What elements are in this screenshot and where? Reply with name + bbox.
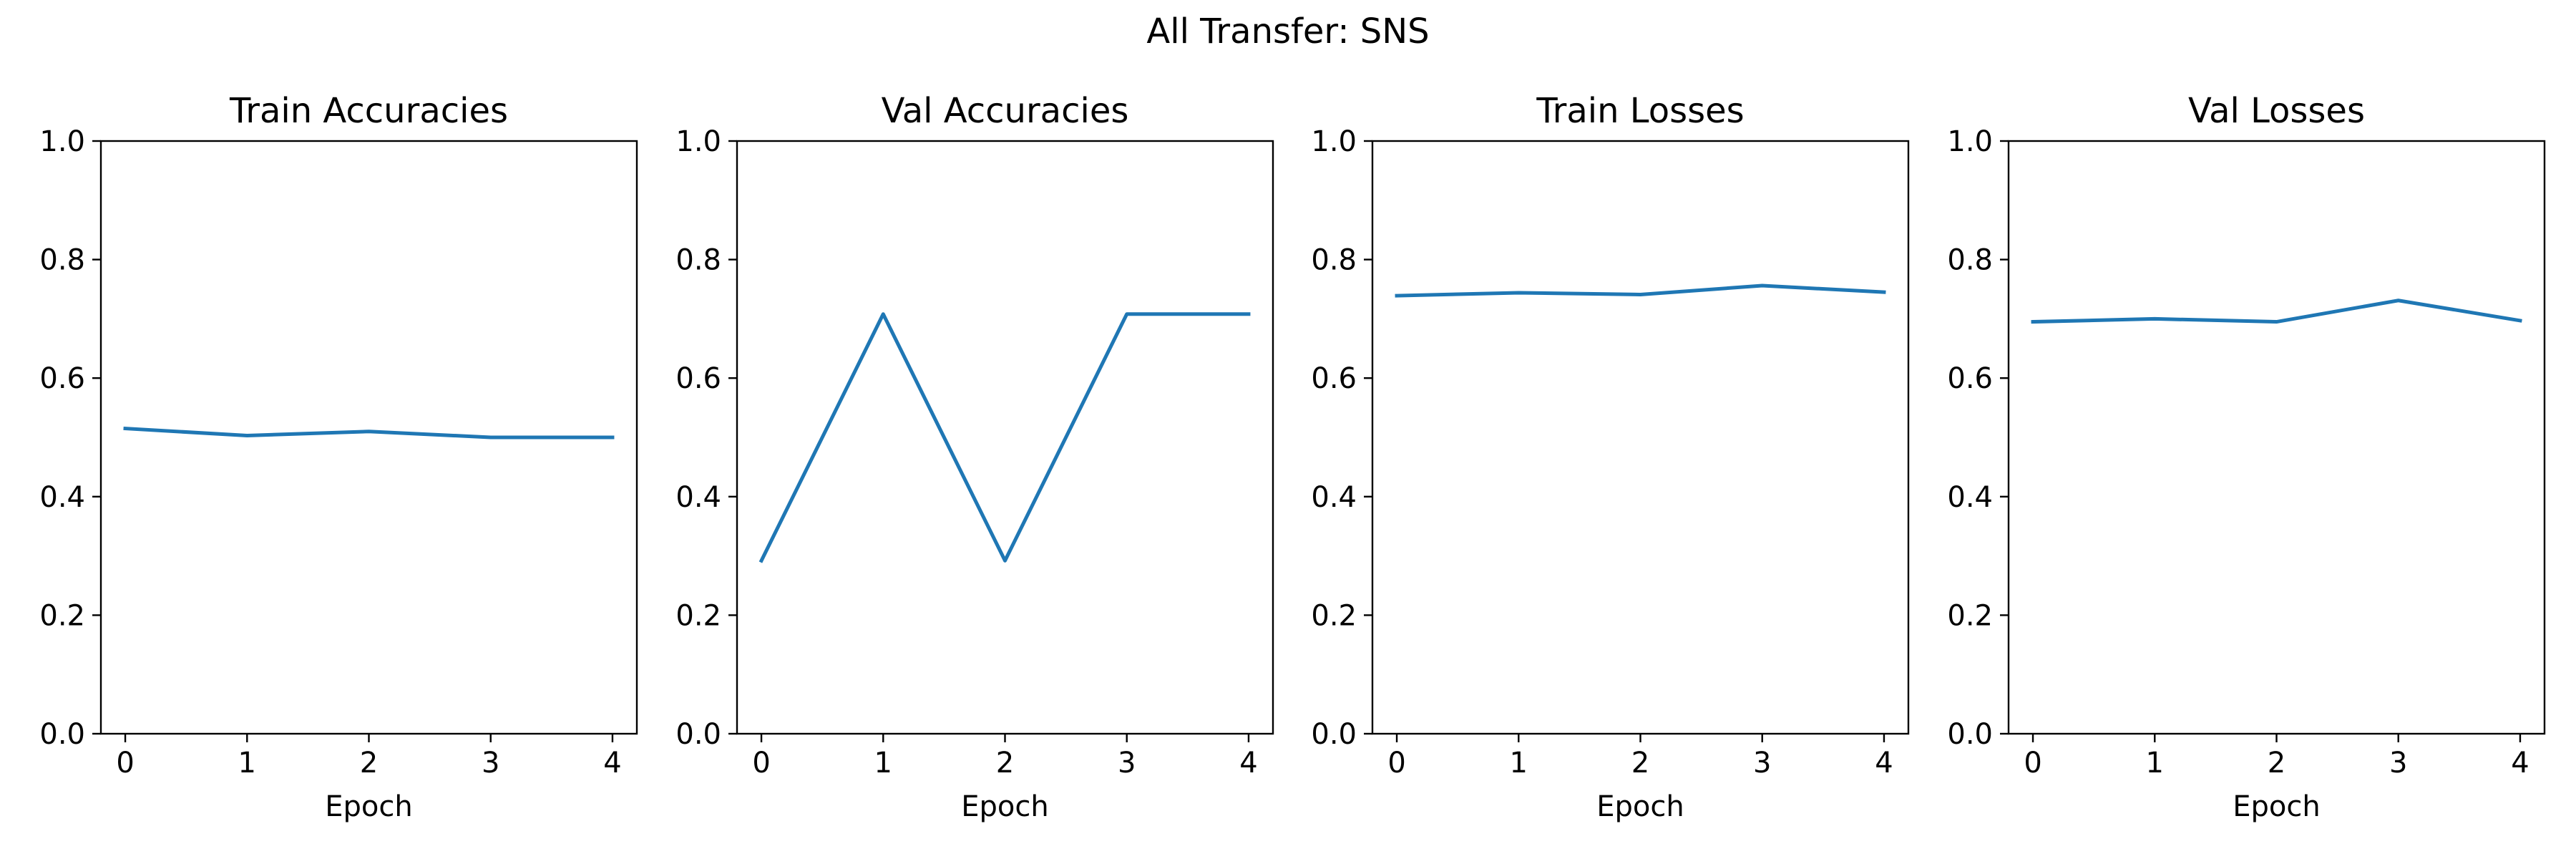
series-line	[123, 426, 615, 440]
y-tick-label: 0.8	[1311, 244, 1357, 277]
x-tick-label: 2	[360, 747, 378, 780]
y-tick-label: 0.0	[1947, 718, 1993, 751]
x-tick-label: 1	[874, 747, 892, 780]
x-tick-label: 2	[1631, 747, 1649, 780]
y-tick-label: 1.0	[1311, 125, 1357, 158]
subplot-2: Val Accuracies 0.0 0.2 0.4 0.6 0.8 1.0 0 1 2 3 4 Epo…	[675, 91, 1274, 823]
x-axis-label: Epoch	[2233, 790, 2320, 823]
x-tick-label: 1	[238, 747, 256, 780]
x-tick-label: 2	[2268, 747, 2285, 780]
y-tick-label: 0.2	[39, 599, 85, 632]
y-tick-label: 0.0	[39, 718, 85, 751]
y-tick-label: 0.6	[675, 362, 721, 395]
x-tick-label: 1	[1510, 747, 1528, 780]
y-tick-label: 0.0	[675, 718, 721, 751]
series-line	[1395, 283, 1886, 298]
x-tick-label: 4	[2511, 747, 2529, 780]
x-tick-label: 4	[1875, 747, 1893, 780]
subplot-title: Train Losses	[1536, 91, 1744, 131]
axes-frame	[1371, 140, 1910, 735]
series-line	[758, 312, 1251, 563]
y-tick-label: 1.0	[675, 125, 721, 158]
subplot-3: Train Losses 0.0 0.2 0.4 0.6 0.8 1.0 0 1 2 3 4 Epoch	[1311, 91, 1910, 823]
axes-frame	[2007, 140, 2546, 735]
x-tick-label: 0	[1387, 747, 1405, 780]
subplot-title: Train Accuracies	[229, 91, 508, 131]
x-axis-label: Epoch	[325, 790, 412, 823]
y-tick-label: 0.4	[1947, 481, 1993, 514]
x-tick-label: 2	[996, 747, 1014, 780]
x-axis-label: Epoch	[1596, 790, 1684, 823]
y-tick-label: 0.6	[1947, 362, 1993, 395]
y-tick-label: 0.0	[1311, 718, 1357, 751]
y-tick-label: 0.8	[39, 244, 85, 277]
y-tick-label: 0.6	[39, 362, 85, 395]
subplot-1: Train Accuracies 0.0 0.2 0.4 0.6 0.8 1.0 0 1 2 3 4 E…	[39, 91, 638, 823]
figure-title: All Transfer: SNS	[1146, 11, 1429, 52]
x-tick-label: 0	[752, 747, 770, 780]
subplot-4: Val Losses 0.0 0.2 0.4 0.6 0.8 1.0 0 1 2 3 4 Epoch	[1947, 91, 2546, 823]
series-line	[2031, 299, 2522, 324]
y-tick-label: 0.2	[675, 599, 721, 632]
subplot-title: Val Accuracies	[882, 91, 1129, 131]
subplot-title: Val Losses	[2188, 91, 2365, 131]
axes-frame	[736, 140, 1274, 735]
x-tick-label: 0	[2024, 747, 2041, 780]
y-tick-label: 0.4	[675, 481, 721, 514]
y-tick-label: 0.8	[1947, 244, 1993, 277]
axes-frame	[99, 140, 638, 735]
y-tick-label: 1.0	[1947, 125, 1993, 158]
x-tick-label: 3	[1118, 747, 1136, 780]
y-tick-label: 0.6	[1311, 362, 1357, 395]
y-tick-label: 0.4	[1311, 481, 1357, 514]
y-tick-label: 0.8	[675, 244, 721, 277]
x-tick-label: 0	[116, 747, 134, 780]
x-tick-label: 3	[1753, 747, 1771, 780]
x-tick-label: 1	[2146, 747, 2164, 780]
x-tick-label: 4	[1239, 747, 1257, 780]
y-tick-label: 1.0	[39, 125, 85, 158]
x-axis-label: Epoch	[961, 790, 1048, 823]
x-tick-label: 3	[482, 747, 499, 780]
y-tick-label: 0.4	[39, 481, 85, 514]
y-tick-label: 0.2	[1947, 599, 1993, 632]
x-tick-label: 4	[603, 747, 621, 780]
x-tick-label: 3	[2389, 747, 2407, 780]
y-tick-label: 0.2	[1311, 599, 1357, 632]
